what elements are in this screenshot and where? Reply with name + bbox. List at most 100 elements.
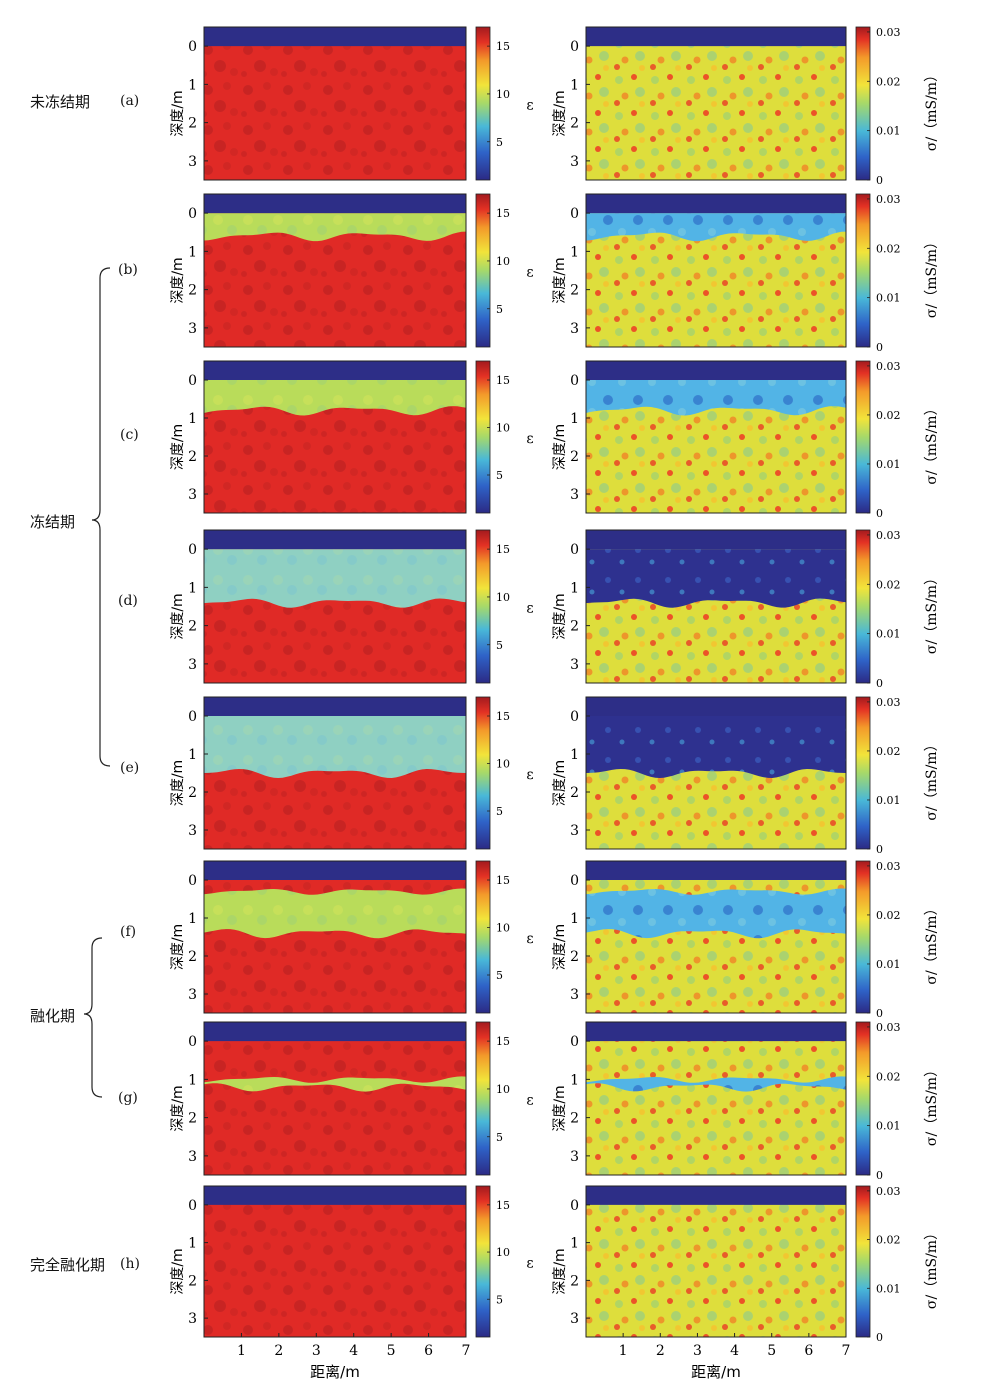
y-tick-label: 2 (570, 116, 579, 132)
air-layer (586, 1022, 846, 1042)
y-axis-label: 深度/m (170, 593, 186, 639)
plot-frame (203, 696, 467, 850)
y-tick-label: 3 (570, 823, 579, 839)
y-tick-label: 1 (570, 1236, 579, 1252)
y-tick-label: 1 (570, 1072, 579, 1088)
colorbar-label: σ/（mS/m） (924, 235, 940, 318)
heatmap-sigma-6: 0 1 2 3 深度/m 0.03 0.02 0.01 0 σ/（mS/m） (552, 1021, 940, 1182)
y-tick-label: 3 (188, 154, 197, 170)
plot-frame (585, 529, 847, 684)
colorbar-tick-label: 0 (876, 174, 883, 187)
heatmap-sigma-5: 0 1 2 3 深度/m 0.03 0.02 0.01 0 σ/（mS/m） (552, 860, 940, 1020)
stage-label-thaw: 融化期 (30, 1007, 76, 1025)
colorbar-label: ε (526, 265, 533, 281)
y-tick-label: 2 (570, 1111, 579, 1127)
frozen-layer (586, 213, 846, 242)
stage-label-unfrozen: 未冻结期 (30, 93, 91, 111)
colorbar-tick-label: 15 (496, 1035, 510, 1048)
y-tick-label: 2 (570, 949, 579, 965)
y-tick-label: 3 (570, 1149, 579, 1165)
colorbar-label: ε (526, 1093, 533, 1109)
x-tick-label: 6 (424, 1343, 433, 1359)
y-axis-label: 深度/m (552, 593, 568, 639)
colorbar-label: ε (526, 431, 533, 447)
y-tick-label: 1 (570, 747, 579, 763)
colorbar-label: σ/（mS/m） (924, 68, 940, 151)
air-layer (204, 530, 466, 550)
heatmap-eps-2: 0 1 2 3 深度/m 15 10 5 ε (170, 360, 534, 514)
y-tick-label: 2 (188, 949, 197, 965)
y-tick-label: 2 (570, 785, 579, 801)
soil-region (586, 27, 846, 180)
colorbar-label: ε (526, 931, 533, 947)
colorbar-tick-label: 0.02 (876, 75, 901, 88)
heatmap-sigma-4: 0 1 2 3 深度/m 0.03 0.02 0.01 0 σ/（mS/m） (552, 696, 940, 856)
y-tick-label: 2 (570, 449, 579, 465)
y-tick-label: 1 (188, 77, 197, 93)
colorbar-tick-label: 0.02 (876, 909, 901, 922)
soil-region (204, 1022, 466, 1175)
colorbar-tick-label: 0.03 (876, 26, 901, 39)
y-tick-label: 2 (570, 1273, 579, 1289)
plot-frame (585, 1185, 847, 1338)
y-axis-label: 深度/m (170, 760, 186, 806)
colorbar-label: ε (526, 1256, 533, 1272)
x-tick-label: 4 (730, 1343, 739, 1359)
colorbar-tick-label: 10 (496, 922, 510, 935)
heatmap-eps-4: 0 1 2 3 深度/m 15 10 5 ε (170, 696, 534, 850)
colorbar-tick-label: 5 (496, 805, 503, 818)
soil-region (586, 1186, 846, 1337)
plot-frame (203, 360, 467, 514)
colorbar-tick-label: 15 (496, 543, 510, 556)
frozen-layer (204, 888, 466, 939)
heatmap-eps-3: 0 1 2 3 深度/m 15 10 5 ε (170, 529, 534, 684)
colorbar-label: σ/（mS/m） (924, 401, 940, 484)
colorbar-label: σ/（mS/m） (924, 1226, 940, 1309)
panel-label-6: (g) (118, 1090, 138, 1106)
colorbar-tick-label: 15 (496, 207, 510, 220)
air-layer (586, 530, 846, 550)
heatmap-sigma-3: 0 1 2 3 深度/m 0.03 0.02 0.01 0 σ/（mS/m） (552, 529, 940, 690)
frozen-layer (204, 716, 466, 778)
y-tick-label: 1 (570, 580, 579, 596)
colorbar-tick-label: 0.02 (876, 1234, 901, 1247)
colorbar-tick-label: 5 (496, 969, 503, 982)
y-tick-label: 2 (188, 116, 197, 132)
frozen-layer (204, 549, 466, 608)
y-tick-label: 0 (570, 373, 579, 389)
colorbar (855, 26, 871, 181)
colorbar-tick-label: 0.01 (876, 628, 901, 641)
y-tick-label: 0 (570, 206, 579, 222)
y-tick-label: 3 (188, 823, 197, 839)
colorbar-tick-label: 10 (496, 758, 510, 771)
colorbar-label: σ/（mS/m） (924, 1063, 940, 1146)
plot-frame (203, 1021, 467, 1176)
y-axis-label: 深度/m (170, 90, 186, 136)
y-tick-label: 1 (188, 747, 197, 763)
air-layer (204, 1186, 466, 1205)
plot-frame (203, 26, 467, 181)
colorbar (855, 529, 871, 684)
y-tick-label: 2 (188, 619, 197, 635)
colorbar-tick-label: 0.01 (876, 1120, 901, 1133)
y-tick-label: 0 (188, 373, 197, 389)
y-tick-label: 1 (188, 1072, 197, 1088)
colorbar-tick-label: 15 (496, 1199, 510, 1212)
colorbar-tick-label: 0.02 (876, 745, 901, 758)
panel-label-3: (d) (118, 593, 138, 609)
y-tick-label: 1 (188, 411, 197, 427)
frozen-layer (204, 1076, 466, 1092)
y-axis-label: 深度/m (552, 257, 568, 303)
colorbar-tick-label: 0.02 (876, 242, 901, 255)
y-tick-label: 1 (188, 911, 197, 927)
colorbar-tick-label: 0.01 (876, 458, 901, 471)
y-tick-label: 2 (188, 785, 197, 801)
colorbar-tick-label: 5 (496, 1293, 503, 1306)
colorbar-tick-label: 5 (496, 469, 503, 482)
y-tick-label: 1 (188, 244, 197, 260)
plot-frame (203, 529, 467, 684)
plot-frame (203, 1185, 467, 1338)
air-layer (204, 861, 466, 880)
